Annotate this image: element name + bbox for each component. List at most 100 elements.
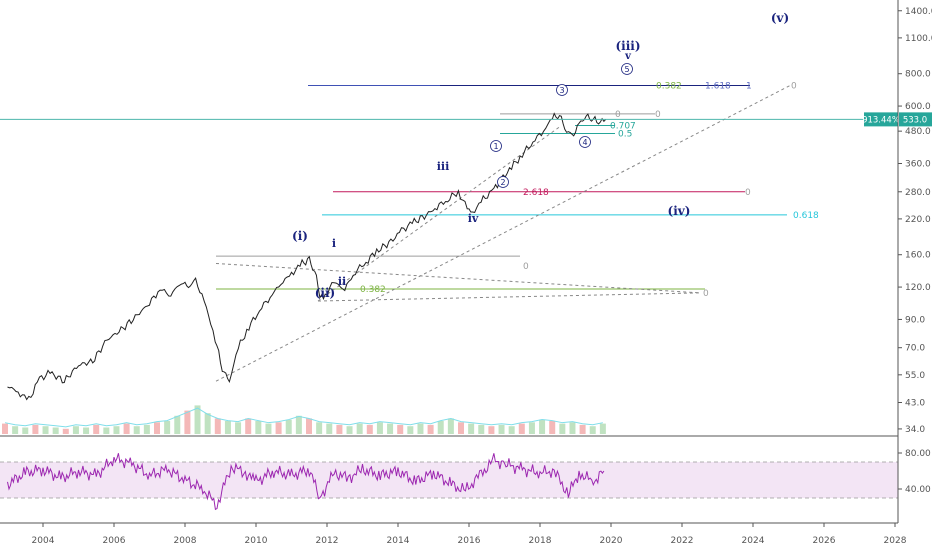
x-tick-label: 2012 — [316, 536, 339, 546]
y-tick-label: 70.0 — [905, 344, 925, 354]
fib-label: 0 — [655, 110, 661, 120]
wave-label: iii — [437, 160, 450, 173]
volume-bar — [376, 422, 383, 434]
last-value-box — [899, 112, 932, 127]
fib-label: 0 — [615, 110, 621, 120]
volume-bar — [72, 426, 79, 434]
volume-bar — [549, 421, 556, 434]
x-tick-label: 2028 — [884, 536, 907, 546]
volume-bar — [498, 424, 505, 434]
y-tick-label: 600.0 — [905, 102, 931, 112]
trendline-dashed — [317, 292, 701, 302]
volume-bar — [194, 405, 201, 434]
y-tick-label: 34.0 — [905, 425, 925, 435]
volume-bar — [245, 418, 252, 434]
volume-bar — [478, 424, 485, 434]
x-tick-label: 2024 — [742, 536, 765, 546]
volume-bar — [569, 422, 576, 434]
fib-label: 0 — [745, 188, 751, 198]
circled-wave-marker — [497, 176, 509, 188]
volume-bar — [113, 426, 120, 434]
volume-bar — [12, 426, 19, 434]
volume-bar — [458, 422, 464, 434]
fib-label: 1.618 — [705, 82, 731, 92]
volume-bar — [93, 424, 100, 434]
volume-bar — [366, 424, 373, 434]
volume-bar — [316, 422, 323, 434]
wave-label: iv — [468, 212, 479, 225]
circled-wave-label: 5 — [624, 65, 629, 74]
wave-label: (iii) — [615, 39, 640, 53]
volume-bar — [397, 424, 404, 434]
volume-bar — [417, 423, 424, 434]
volume-ma-line — [4, 407, 603, 428]
circled-wave-marker — [621, 63, 633, 75]
volume-bar — [336, 424, 343, 434]
circled-wave-label: 3 — [559, 86, 564, 95]
volume-bar — [285, 419, 292, 434]
volume-bar — [356, 423, 363, 434]
circled-wave-label: 1 — [493, 142, 498, 151]
y-tick-label: 800.0 — [905, 70, 931, 80]
x-tick-label: 2016 — [458, 536, 481, 546]
volume-bar — [275, 422, 282, 434]
volume-bar — [184, 410, 191, 434]
x-tick-label: 2008 — [174, 536, 197, 546]
y-tick-label: 1100.0 — [905, 34, 932, 44]
rsi-line — [7, 453, 605, 511]
volume-bar — [52, 427, 59, 434]
volume-bar — [488, 426, 495, 434]
y-tick-label: 280.0 — [905, 188, 931, 198]
fib-label: 0 — [791, 82, 797, 92]
wave-label: (v) — [771, 11, 789, 25]
y-tick-label: 1400.0 — [905, 7, 932, 17]
x-tick-label: 2026 — [813, 536, 836, 546]
volume-bar — [214, 418, 221, 434]
volume-bar — [255, 421, 262, 434]
volume-bar — [427, 424, 434, 434]
y-tick-label: 160.0 — [905, 251, 931, 261]
wave-label: (ii) — [315, 286, 335, 300]
volume-bar — [154, 422, 160, 434]
y-tick-label: 360.0 — [905, 160, 931, 170]
x-tick-label: 2006 — [103, 536, 126, 546]
y-tick-label: 55.0 — [905, 371, 925, 381]
volume-bar — [42, 426, 49, 434]
volume-bar — [518, 423, 525, 434]
volume-bar — [346, 426, 353, 434]
volume-bar — [387, 423, 394, 434]
volume-bar — [83, 427, 90, 434]
y-tick-label: 480.0 — [905, 127, 931, 137]
fib-label: 0.5 — [618, 130, 632, 140]
volume-bar — [164, 421, 171, 434]
volume-bar — [559, 423, 566, 434]
volume-bar — [143, 424, 150, 434]
volume-bar — [539, 419, 546, 434]
fib-label: 0 — [703, 289, 709, 299]
fib-label: 0.707 — [610, 121, 636, 131]
wave-label: ii — [338, 275, 346, 288]
volume-bar — [103, 427, 110, 434]
volume-bar — [224, 421, 231, 434]
percent-label-box — [864, 112, 898, 127]
rsi-tick-label: 40.00 — [905, 485, 931, 495]
volume-bar — [235, 422, 242, 434]
fib-label: 2.618 — [523, 188, 549, 198]
fib-label: 0.382 — [360, 285, 386, 295]
volume-bar — [528, 422, 535, 434]
x-tick-label: 2018 — [529, 536, 552, 546]
wave-label: (iv) — [668, 204, 691, 218]
circled-wave-marker — [579, 136, 591, 148]
volume-bar — [508, 426, 515, 434]
volume-bar — [579, 424, 586, 434]
y-tick-label: 120.0 — [905, 283, 931, 293]
circled-wave-marker — [556, 84, 568, 96]
x-tick-label: 2004 — [32, 536, 55, 546]
fib-label: 0 — [523, 262, 529, 272]
volume-bar — [265, 423, 272, 434]
circled-wave-marker — [490, 140, 502, 152]
rsi-tick-label: 80.00 — [905, 449, 931, 459]
y-tick-label: 220.0 — [905, 215, 931, 225]
